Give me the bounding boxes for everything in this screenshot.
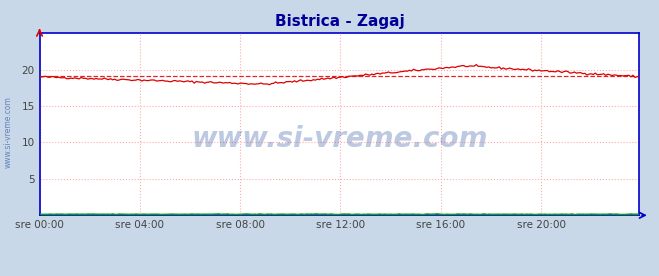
Text: www.si-vreme.com: www.si-vreme.com <box>3 97 13 168</box>
Text: www.si-vreme.com: www.si-vreme.com <box>191 125 488 153</box>
Title: Bistrica - Zagaj: Bistrica - Zagaj <box>275 14 404 29</box>
